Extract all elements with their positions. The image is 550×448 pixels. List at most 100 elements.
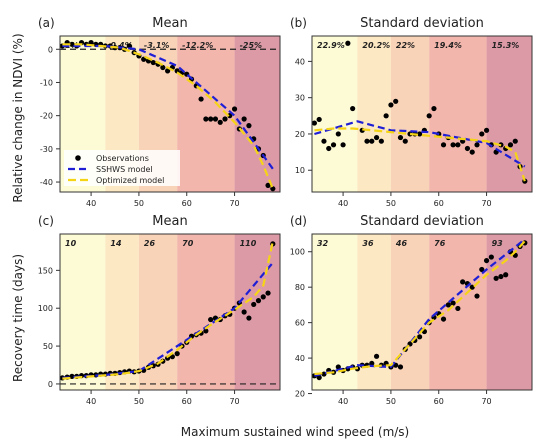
observation-point	[512, 138, 518, 144]
x-tick-label: 40	[86, 199, 96, 208]
x-tick-label: 60	[182, 199, 192, 208]
band-label: 20.2%	[362, 41, 390, 50]
y-tick-label: -30	[40, 145, 53, 154]
panel-b: 22.9% 20.2% 22% 19.4% 15.3% 40 50 60 70 10 20 30 40 (…	[290, 16, 533, 208]
sshws-model-line	[62, 44, 274, 170]
observation-point	[417, 334, 423, 340]
observation-point	[464, 145, 471, 152]
panel-d: 32 36 46 76 93 40 50 60 70 20 40 60 80 100 (d) Standard…	[290, 214, 533, 406]
observation-point	[174, 351, 180, 357]
observation-point	[326, 145, 332, 152]
observation-point	[217, 119, 223, 125]
observation-point	[316, 116, 322, 123]
y-tick-label: 20	[295, 390, 305, 399]
observation-point	[335, 364, 341, 370]
observation-point	[417, 131, 423, 137]
intensity-band	[234, 36, 280, 192]
observation-point	[507, 142, 514, 148]
observation-point	[241, 116, 247, 122]
observation-point	[69, 41, 75, 47]
legend-sshws-label: SSHWS model	[96, 165, 153, 174]
intensity-band	[429, 36, 487, 192]
y-tick-label: -20	[40, 112, 53, 121]
band-label: 110	[240, 239, 257, 248]
panels: 1%0.4%-3.1%-12.2%-25%40506070-40-30-20-1…	[38, 16, 533, 406]
panel-c: 10 14 26 70 110 40 50 60 70 0 50 100 150 (c) Mean	[38, 214, 281, 406]
sshws-model-line	[62, 262, 274, 379]
observation-point	[431, 105, 437, 112]
y-tick-label: 20	[295, 130, 305, 139]
observation-point	[364, 138, 370, 144]
observation-point	[340, 142, 346, 148]
intensity-band	[60, 234, 106, 390]
x-axis-label: Maximum sustained wind speed (m/s)	[181, 425, 409, 439]
observation-point	[212, 116, 219, 122]
observation-point	[203, 116, 209, 122]
plot-frame	[311, 233, 533, 391]
observation-point	[241, 309, 247, 315]
y-tick-label: 40	[295, 57, 305, 66]
panel-title: Standard deviation	[360, 16, 484, 31]
band-label: 10	[65, 239, 77, 248]
band-label: -25%	[240, 41, 262, 50]
band-label: 32	[317, 239, 329, 248]
observation-point	[198, 96, 204, 102]
observation-point	[503, 272, 509, 278]
y-tick-label: 100	[290, 248, 305, 257]
observation-point	[369, 360, 375, 367]
observation-point	[440, 142, 447, 148]
observation-point	[397, 364, 404, 370]
plot-frame	[311, 35, 533, 193]
observation-point	[227, 113, 233, 119]
observation-point	[460, 279, 466, 285]
observation-point	[208, 116, 214, 122]
sshws-model-line	[314, 120, 526, 168]
panel-title: Mean	[152, 214, 187, 229]
observation-point	[483, 257, 490, 264]
observation-point	[407, 131, 413, 137]
observation-point	[321, 138, 327, 144]
band-label: 14	[110, 239, 122, 248]
observation-point	[260, 294, 266, 300]
observation-point	[160, 64, 166, 71]
band-label: 22.9%	[317, 41, 345, 50]
observation-point	[397, 134, 404, 141]
x-tick-label: 40	[338, 199, 348, 208]
observation-point	[231, 106, 238, 112]
band-label: 76	[434, 239, 446, 248]
observation-point	[246, 315, 252, 321]
observation-point	[311, 120, 317, 126]
observation-point	[488, 254, 494, 260]
observation-point	[350, 105, 356, 112]
observation-point	[335, 131, 341, 137]
observation-point	[479, 131, 485, 137]
y-tick-label: 10	[295, 166, 305, 175]
observation-point	[373, 353, 380, 359]
observation-point	[426, 113, 432, 119]
x-tick-label: 70	[481, 397, 491, 406]
sshws-model-line	[314, 238, 526, 377]
intensity-band	[177, 36, 235, 192]
observation-point	[316, 374, 322, 381]
observation-point	[378, 138, 384, 144]
band-label: 15.3%	[492, 41, 520, 50]
band-label: 36	[362, 239, 374, 248]
observation-point	[455, 305, 461, 312]
x-tick-label: 50	[134, 199, 144, 208]
y-axis-label-top: Relative change in NDVI (%)	[11, 33, 25, 202]
intensity-band	[486, 36, 532, 192]
observation-point	[483, 127, 490, 133]
band-label: -12.2%	[182, 41, 213, 50]
observation-point	[455, 142, 461, 148]
y-tick-label: 40	[295, 354, 305, 363]
observation-point	[493, 275, 499, 281]
panel-label: (b)	[290, 16, 307, 30]
y-axis-label-bottom: Recovery time (days)	[11, 254, 25, 382]
observation-point	[330, 142, 337, 148]
x-tick-label: 50	[386, 199, 396, 208]
y-tick-label: 150	[38, 266, 53, 275]
observation-point	[450, 300, 456, 306]
panel-label: (a)	[38, 16, 55, 30]
observation-point	[402, 138, 408, 144]
y-tick-label: -40	[40, 178, 53, 187]
